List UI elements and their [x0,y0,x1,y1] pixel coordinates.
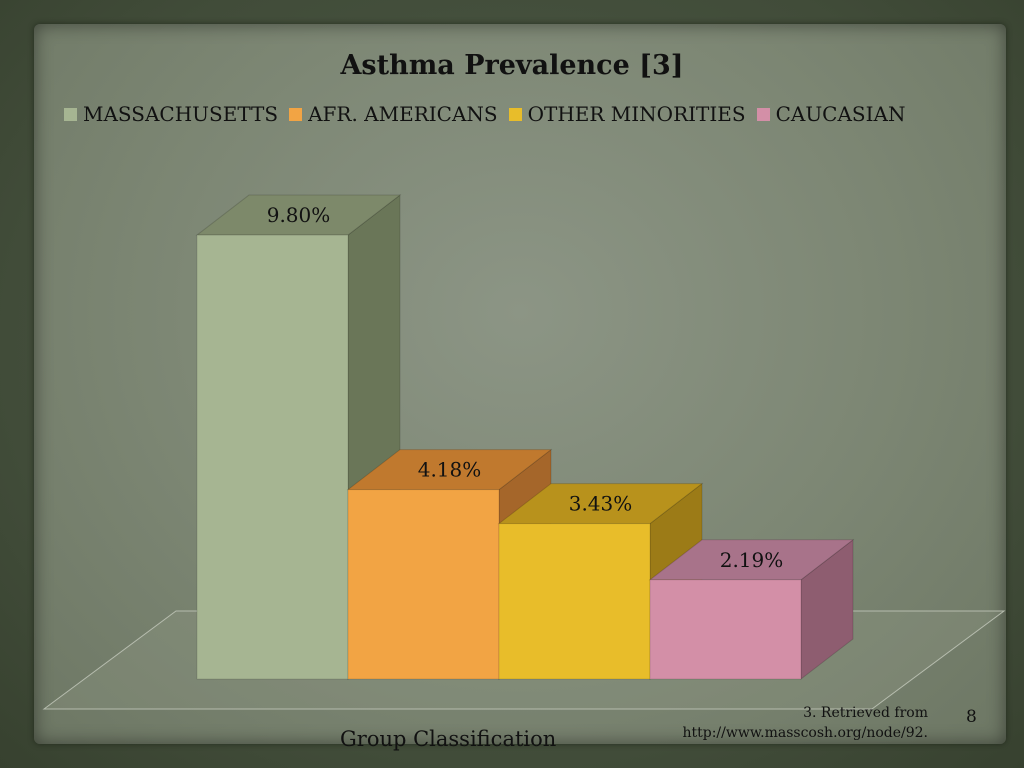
legend-label: MASSACHUSETTS [83,102,279,126]
page-number: 8 [966,707,977,727]
bar-front [347,489,500,680]
bar-front [196,234,349,680]
data-label: 9.80% [267,203,331,227]
bar [195,194,402,681]
legend-label: CAUCASIAN [775,102,906,126]
legend-label: AFR. AMERICANS [308,102,498,126]
legend-item: MASSACHUSETTS [64,102,278,126]
data-label: 3.43% [569,492,633,516]
citation-url: http://www.masscosh.org/node/92. [682,725,928,741]
data-label: 4.18% [418,458,482,482]
chart-data-labels: 9.80% 4.18% 3.43% 2.19% [267,203,784,572]
data-label: 2.19% [720,548,784,572]
legend-swatch [289,107,303,121]
legend-item: CAUCASIAN [756,102,906,126]
bar-front [498,523,651,680]
legend-swatch [64,107,77,121]
legend-item: AFR. AMERICANS [289,102,498,126]
legend-label: OTHER MINORITIES [527,102,746,126]
x-axis-label: Group Classification [340,727,557,751]
citation: 3. Retrieved from http://www.masscosh.or… [620,703,928,743]
bar [648,538,855,681]
legend-swatch [756,107,770,121]
chart-bars [195,194,855,681]
legend-item: OTHER MINORITIES [508,102,746,126]
legend-swatch [508,107,522,121]
bar-front [649,579,802,680]
chart-title: Asthma Prevalence [3] [340,50,684,81]
citation-line-1: 3. Retrieved from [803,705,928,721]
chart-legend: MASSACHUSETTS AFR. AMERICANS OTHER MINORIT… [64,102,916,126]
bar [497,482,704,681]
